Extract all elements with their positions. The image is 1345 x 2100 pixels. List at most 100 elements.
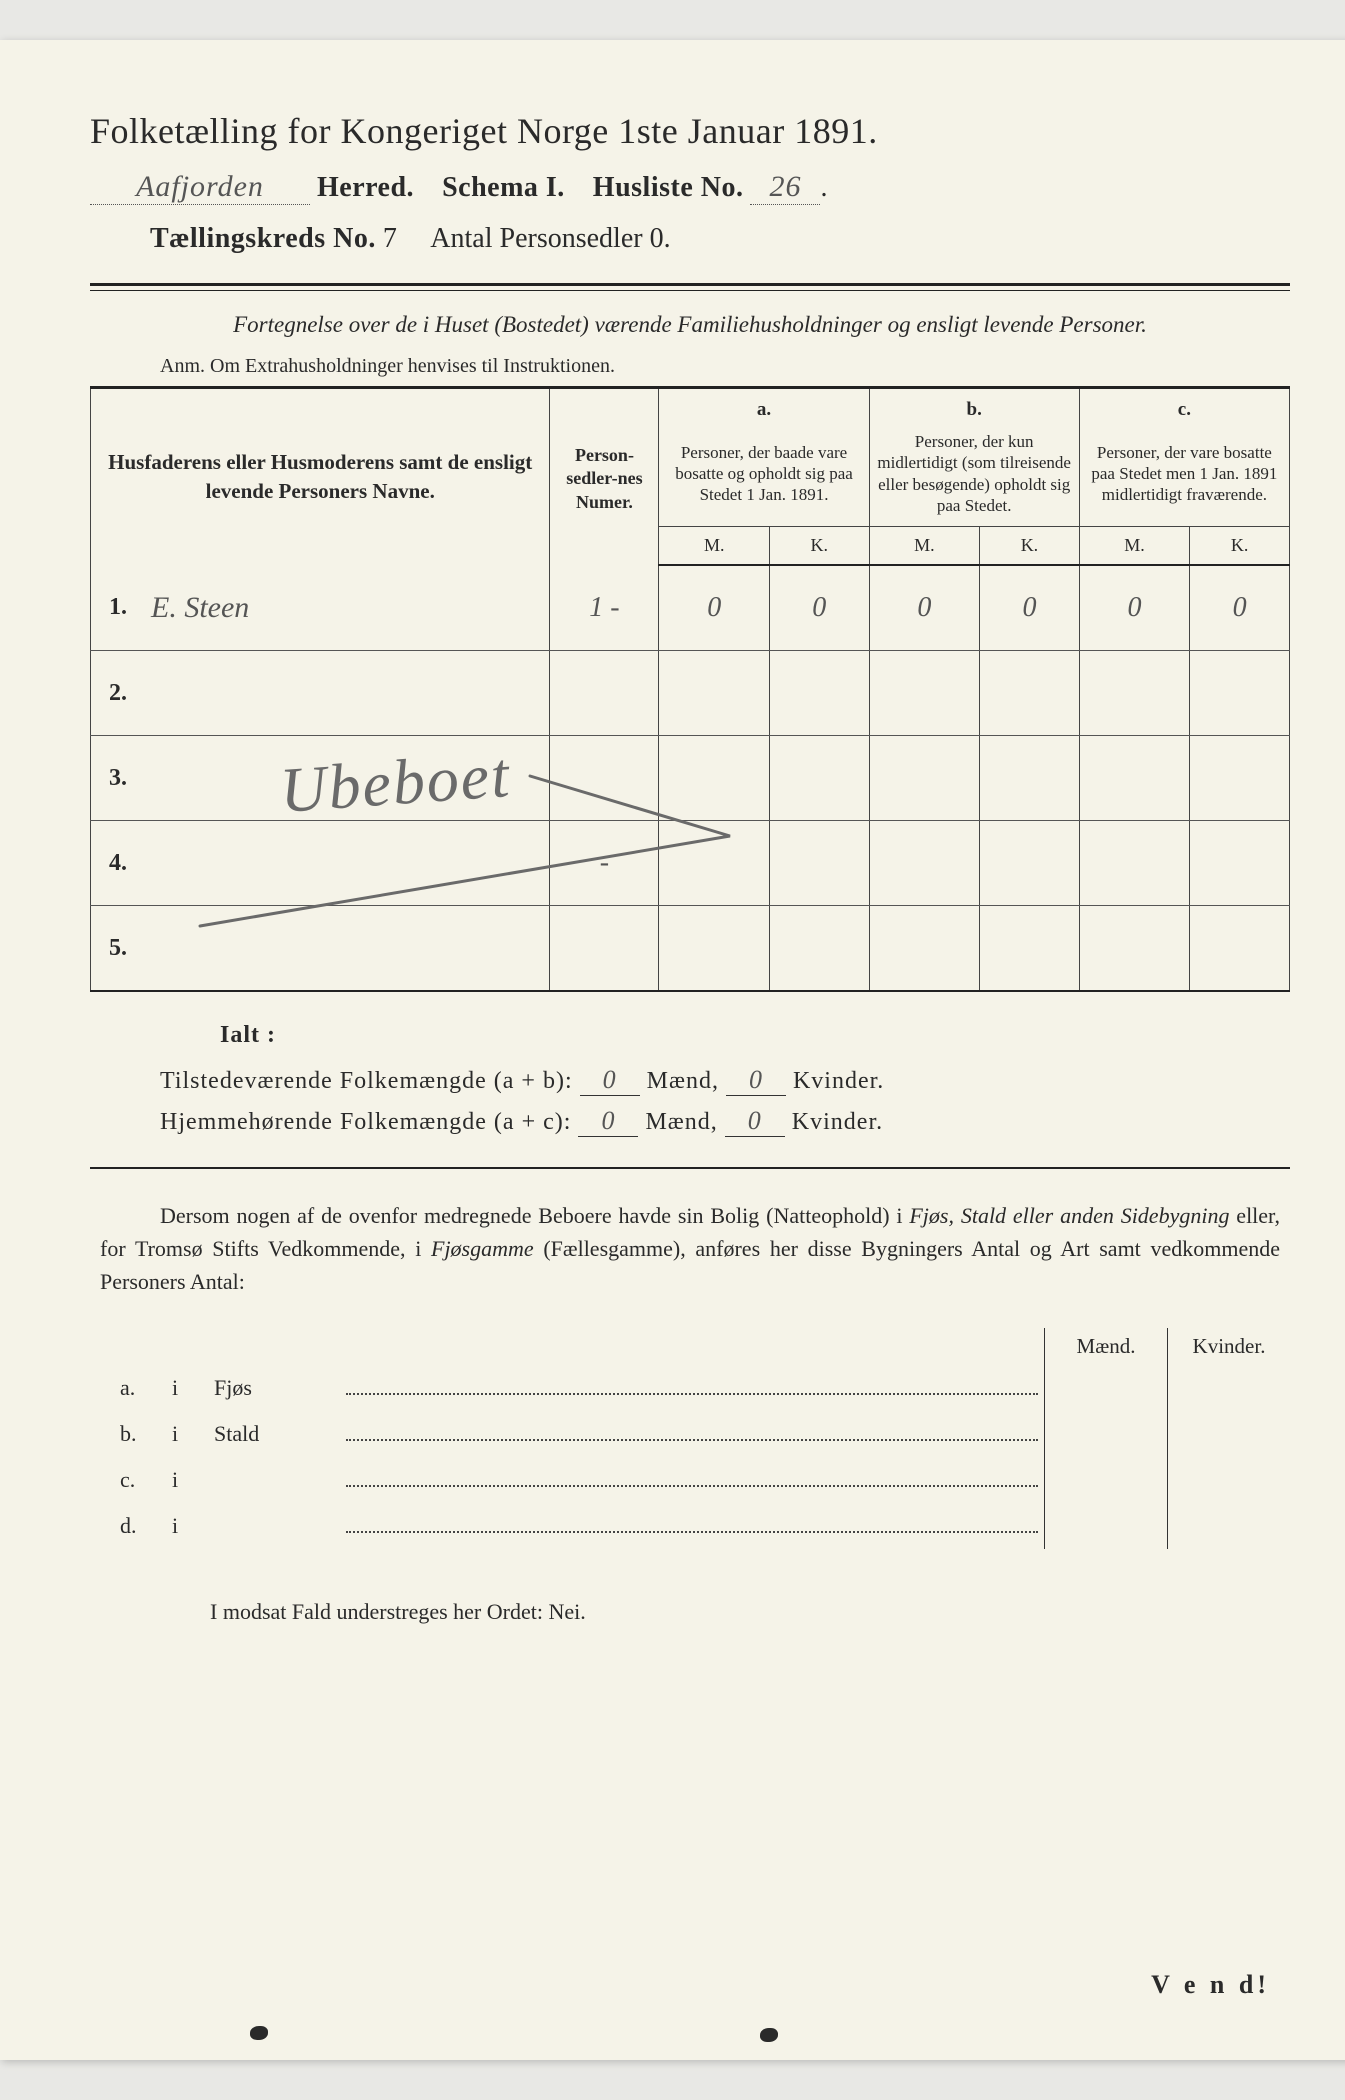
maend-label-2: Mænd, <box>645 1109 717 1135</box>
divider-2 <box>90 1167 1290 1169</box>
lodge-k <box>1168 1503 1291 1549</box>
row-number: 5. <box>91 906 148 992</box>
row-number: 3. <box>91 736 148 821</box>
lodge-i: i <box>166 1365 208 1411</box>
herred-label: Herred. <box>317 172 414 203</box>
row-a-m: 0 <box>659 565 770 651</box>
table-row: 5. <box>91 906 1290 992</box>
para-em1: Fjøs, Stald eller anden Sidebygning <box>909 1203 1229 1228</box>
row-a-m <box>659 651 770 736</box>
table-row: 4. - <box>91 821 1290 906</box>
group-b-desc: Personer, der kun midlertidigt (som tilr… <box>869 427 1079 527</box>
subtitle: Fortegnelse over de i Huset (Bostedet) v… <box>130 309 1250 341</box>
row-c-k <box>1190 736 1290 821</box>
lodge-i: i <box>166 1503 208 1549</box>
lodging-table-wrap: Mænd. Kvinder. a.iFjøsb.iStaldc.id.i <box>90 1328 1290 1549</box>
b-k: K. <box>980 527 1080 566</box>
row-num: - <box>550 821 659 906</box>
row-b-m <box>869 651 980 736</box>
lodge-kind: Fjøs <box>208 1365 340 1411</box>
c-m: M. <box>1079 527 1190 566</box>
row-number: 2. <box>91 651 148 736</box>
husliste-value: 26 <box>750 170 820 205</box>
kreds-value: 7 <box>383 223 397 254</box>
lodging-row: a.iFjøs <box>90 1365 1290 1411</box>
footer-line: I modsat Fald understreges her Ordet: Ne… <box>210 1599 1290 1625</box>
schema-label: Schema I. <box>442 172 565 203</box>
sum1-label: Tilstedeværende Folkemængde (a + b): <box>160 1068 573 1094</box>
antal-value: 0 <box>650 223 664 254</box>
lodge-kind: Stald <box>208 1411 340 1457</box>
lodging-paragraph: Dersom nogen af de ovenfor medregnede Be… <box>100 1199 1280 1298</box>
row-name <box>147 906 550 992</box>
row-name <box>147 821 550 906</box>
para-t1: Dersom nogen af de ovenfor medregnede Be… <box>160 1203 909 1228</box>
row-b-k <box>980 736 1080 821</box>
lodge-m <box>1045 1503 1168 1549</box>
lodge-dots <box>340 1365 1045 1411</box>
row-b-k <box>980 906 1080 992</box>
annotation-note: Anm. Om Extrahusholdninger henvises til … <box>160 355 1290 378</box>
lodge-m <box>1045 1411 1168 1457</box>
main-table: Husfaderens eller Husmoderens samt de en… <box>90 386 1290 992</box>
table-row: 2. <box>91 651 1290 736</box>
row-b-k <box>980 821 1080 906</box>
lodge-maend: Mænd. <box>1045 1328 1168 1365</box>
a-k: K. <box>769 527 869 566</box>
row-num <box>550 651 659 736</box>
row-number: 4. <box>91 821 148 906</box>
row-a-m <box>659 906 770 992</box>
sum-line-2: Hjemmehørende Folkemængde (a + c): 0 Mæn… <box>160 1106 1290 1137</box>
kvinder-label-1: Kvinder. <box>793 1068 884 1094</box>
lodge-k <box>1168 1411 1291 1457</box>
row-c-k: 0 <box>1190 565 1290 651</box>
group-a-desc: Personer, der baade vare bosatte og opho… <box>659 427 869 527</box>
lodge-dots <box>340 1411 1045 1457</box>
lodge-kind <box>208 1503 340 1549</box>
ink-spot-icon <box>250 2026 268 2040</box>
herred-value: Aafjorden <box>90 170 310 205</box>
lodge-m <box>1045 1457 1168 1503</box>
lodge-kind <box>208 1457 340 1503</box>
row-a-m <box>659 736 770 821</box>
row-a-m <box>659 821 770 906</box>
table-row: 3. <box>91 736 1290 821</box>
lodge-letter: a. <box>90 1365 166 1411</box>
divider-1 <box>90 283 1290 291</box>
row-c-m <box>1079 651 1190 736</box>
lodge-m <box>1045 1365 1168 1411</box>
row-num <box>550 906 659 992</box>
group-b-letter: b. <box>869 388 1079 428</box>
group-c-desc: Personer, der vare bosatte paa Stedet me… <box>1079 427 1289 527</box>
lodge-k <box>1168 1457 1291 1503</box>
ink-spot-icon <box>760 2028 778 2042</box>
row-name <box>147 651 550 736</box>
ialt-label: Ialt : <box>220 1022 1290 1049</box>
lodge-k <box>1168 1365 1291 1411</box>
lodging-row: c.i <box>90 1457 1290 1503</box>
row-number: 1. <box>91 565 148 651</box>
sum-line-1: Tilstedeværende Folkemængde (a + b): 0 M… <box>160 1065 1290 1096</box>
sum2-m: 0 <box>578 1106 638 1137</box>
c-k: K. <box>1190 527 1290 566</box>
lodge-letter: d. <box>90 1503 166 1549</box>
antal-label: Antal Personsedler <box>430 223 642 254</box>
row-b-m <box>869 736 980 821</box>
census-form-page: Folketælling for Kongeriget Norge 1ste J… <box>0 40 1345 2060</box>
header-row-2: Tællingskreds No. 7 Antal Personsedler 0… <box>150 223 1290 255</box>
row-c-m <box>1079 821 1190 906</box>
husliste-label: Husliste No. <box>593 172 744 203</box>
b-m: M. <box>869 527 980 566</box>
row-b-k <box>980 651 1080 736</box>
sum2-k: 0 <box>725 1106 785 1137</box>
lodge-dots <box>340 1457 1045 1503</box>
main-table-wrap: Husfaderens eller Husmoderens samt de en… <box>90 386 1290 992</box>
vend-label: V e n d! <box>1151 1970 1270 2000</box>
header-row-1: Aafjorden Herred. Schema I. Husliste No.… <box>90 170 1290 205</box>
row-name <box>147 736 550 821</box>
row-num: 1 - <box>550 565 659 651</box>
maend-label-1: Mænd, <box>647 1068 719 1094</box>
row-a-k <box>769 906 869 992</box>
row-c-k <box>1190 906 1290 992</box>
table-row: 1.E. Steen1 -000000 <box>91 565 1290 651</box>
